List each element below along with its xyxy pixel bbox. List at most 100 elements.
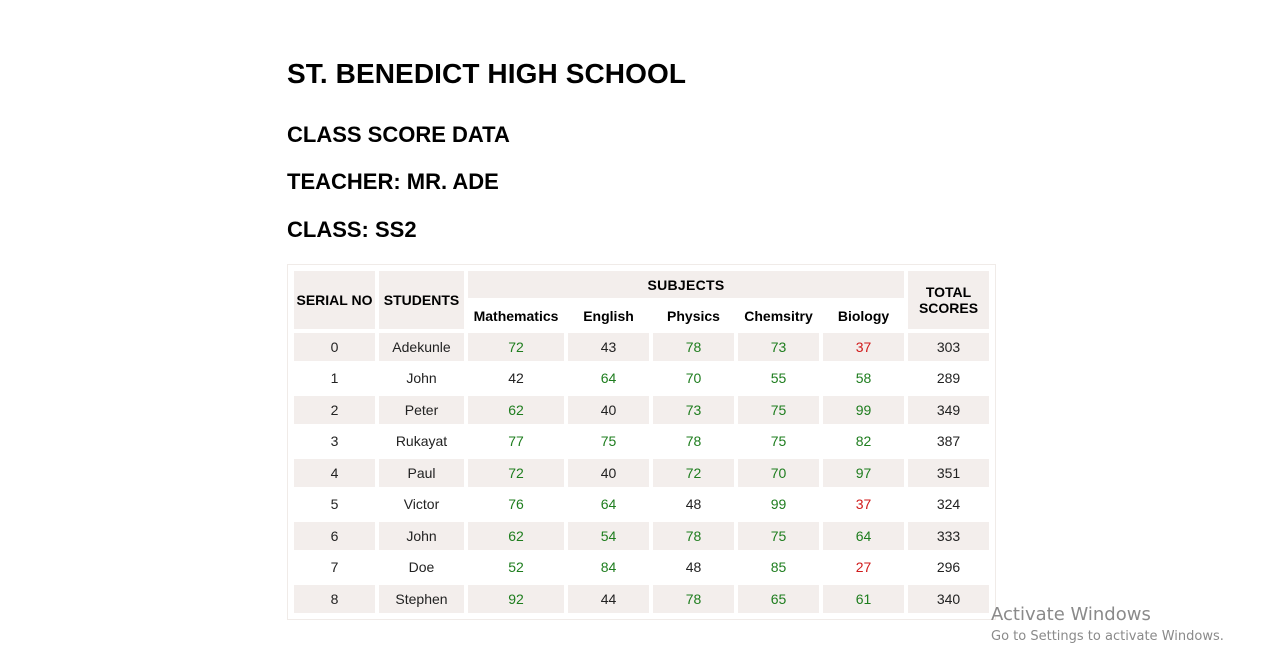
- cell-score-physics: 70: [653, 364, 734, 392]
- header-subject-mathematics: Mathematics: [468, 302, 564, 329]
- cell-serial-no: 8: [294, 585, 375, 613]
- cell-score-english: 43: [568, 333, 649, 361]
- cell-score-chemistry: 99: [738, 490, 819, 518]
- cell-score-english: 75: [568, 427, 649, 455]
- cell-score-chemistry: 75: [738, 396, 819, 424]
- header-row-subjects: Mathematics English Physics Chemsitry Bi…: [294, 302, 989, 329]
- cell-score-chemistry: 55: [738, 364, 819, 392]
- cell-score-mathematics: 92: [468, 585, 564, 613]
- cell-score-mathematics: 72: [468, 459, 564, 487]
- header-subjects: SUBJECTS: [468, 271, 904, 298]
- header-row-main: SERIAL NO STUDENTS SUBJECTS TOTAL SCORES: [294, 271, 989, 329]
- cell-score-physics: 78: [653, 427, 734, 455]
- header-subject-chemistry: Chemsitry: [738, 302, 819, 329]
- cell-total-score: 387: [908, 427, 989, 455]
- cell-total-score: 340: [908, 585, 989, 613]
- cell-score-chemistry: 75: [738, 522, 819, 550]
- cell-score-physics: 78: [653, 585, 734, 613]
- teacher-heading: TEACHER: MR. ADE: [287, 169, 499, 194]
- cell-score-biology: 61: [823, 585, 904, 613]
- cell-total-score: 296: [908, 553, 989, 581]
- cell-score-mathematics: 52: [468, 553, 564, 581]
- cell-serial-no: 0: [294, 333, 375, 361]
- cell-score-mathematics: 72: [468, 333, 564, 361]
- class-heading: CLASS: SS2: [287, 217, 417, 242]
- cell-student-name: Stephen: [379, 585, 464, 613]
- cell-total-score: 289: [908, 364, 989, 392]
- table-body: 0 Adekunle 72 43 78 73 37 303 1 John 42 64 70 55 58 289…: [294, 333, 989, 613]
- cell-score-english: 84: [568, 553, 649, 581]
- header-subject-physics: Physics: [653, 302, 734, 329]
- table-header: SERIAL NO STUDENTS SUBJECTS TOTAL SCORES…: [294, 271, 989, 329]
- cell-student-name: John: [379, 522, 464, 550]
- cell-serial-no: 5: [294, 490, 375, 518]
- cell-score-physics: 73: [653, 396, 734, 424]
- cell-score-biology: 97: [823, 459, 904, 487]
- header-students: STUDENTS: [379, 271, 464, 329]
- cell-total-score: 303: [908, 333, 989, 361]
- cell-score-biology: 27: [823, 553, 904, 581]
- cell-score-english: 54: [568, 522, 649, 550]
- cell-score-biology: 37: [823, 490, 904, 518]
- cell-score-physics: 72: [653, 459, 734, 487]
- cell-score-physics: 48: [653, 553, 734, 581]
- activate-windows-watermark: Activate Windows Go to Settings to activ…: [991, 604, 1224, 644]
- cell-score-biology: 64: [823, 522, 904, 550]
- cell-serial-no: 7: [294, 553, 375, 581]
- table-row: 1 John 42 64 70 55 58 289: [294, 364, 989, 392]
- school-title: ST. BENEDICT HIGH SCHOOL: [287, 58, 687, 89]
- table-row: 5 Victor 76 64 48 99 37 324: [294, 490, 989, 518]
- table-row: 8 Stephen 92 44 78 65 61 340: [294, 585, 989, 613]
- cell-serial-no: 6: [294, 522, 375, 550]
- header-subject-biology: Biology: [823, 302, 904, 329]
- table-row: 3 Rukayat 77 75 78 75 82 387: [294, 427, 989, 455]
- cell-score-mathematics: 42: [468, 364, 564, 392]
- watermark-subtitle: Go to Settings to activate Windows.: [991, 629, 1224, 644]
- table-row: 6 John 62 54 78 75 64 333: [294, 522, 989, 550]
- score-table-container: SERIAL NO STUDENTS SUBJECTS TOTAL SCORES…: [287, 264, 996, 620]
- header-total-scores: TOTAL SCORES: [908, 271, 989, 329]
- cell-student-name: Peter: [379, 396, 464, 424]
- header-subject-english: English: [568, 302, 649, 329]
- cell-serial-no: 2: [294, 396, 375, 424]
- cell-score-english: 64: [568, 364, 649, 392]
- cell-score-physics: 78: [653, 522, 734, 550]
- cell-serial-no: 1: [294, 364, 375, 392]
- cell-student-name: John: [379, 364, 464, 392]
- cell-total-score: 349: [908, 396, 989, 424]
- cell-serial-no: 4: [294, 459, 375, 487]
- cell-score-mathematics: 76: [468, 490, 564, 518]
- table-row: 4 Paul 72 40 72 70 97 351: [294, 459, 989, 487]
- cell-student-name: Doe: [379, 553, 464, 581]
- header-serial-no: SERIAL NO: [294, 271, 375, 329]
- cell-score-english: 40: [568, 459, 649, 487]
- table-row: 0 Adekunle 72 43 78 73 37 303: [294, 333, 989, 361]
- table-row: 2 Peter 62 40 73 75 99 349: [294, 396, 989, 424]
- cell-student-name: Victor: [379, 490, 464, 518]
- cell-score-mathematics: 77: [468, 427, 564, 455]
- cell-score-chemistry: 70: [738, 459, 819, 487]
- cell-total-score: 324: [908, 490, 989, 518]
- table-row: 7 Doe 52 84 48 85 27 296: [294, 553, 989, 581]
- cell-score-chemistry: 65: [738, 585, 819, 613]
- cell-score-english: 40: [568, 396, 649, 424]
- watermark-title: Activate Windows: [991, 604, 1151, 625]
- cell-serial-no: 3: [294, 427, 375, 455]
- cell-score-physics: 78: [653, 333, 734, 361]
- cell-score-mathematics: 62: [468, 396, 564, 424]
- cell-score-biology: 82: [823, 427, 904, 455]
- cell-score-physics: 48: [653, 490, 734, 518]
- cell-student-name: Adekunle: [379, 333, 464, 361]
- cell-score-english: 64: [568, 490, 649, 518]
- cell-score-mathematics: 62: [468, 522, 564, 550]
- cell-score-chemistry: 73: [738, 333, 819, 361]
- cell-total-score: 333: [908, 522, 989, 550]
- score-table: SERIAL NO STUDENTS SUBJECTS TOTAL SCORES…: [290, 267, 993, 617]
- cell-student-name: Paul: [379, 459, 464, 487]
- cell-score-chemistry: 75: [738, 427, 819, 455]
- cell-score-chemistry: 85: [738, 553, 819, 581]
- cell-score-biology: 58: [823, 364, 904, 392]
- cell-total-score: 351: [908, 459, 989, 487]
- cell-student-name: Rukayat: [379, 427, 464, 455]
- cell-score-biology: 99: [823, 396, 904, 424]
